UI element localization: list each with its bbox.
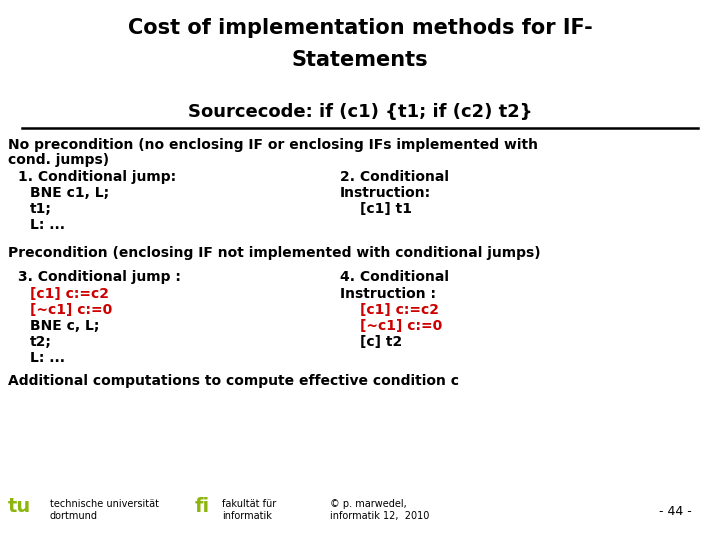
Text: L: ...: L: ... [30,351,65,365]
Text: tu: tu [8,497,31,516]
Text: [c] t2: [c] t2 [360,335,402,349]
Text: [c1] c:=c2: [c1] c:=c2 [30,287,109,301]
Text: BNE c1, L;: BNE c1, L; [30,186,109,200]
Text: informatik 12,  2010: informatik 12, 2010 [330,511,429,521]
Text: 3. Conditional jump :: 3. Conditional jump : [18,270,181,284]
Text: Instruction :: Instruction : [340,287,436,301]
Text: Statements: Statements [292,50,428,70]
Text: - 44 -: - 44 - [659,505,691,518]
Text: Additional computations to compute effective condition c: Additional computations to compute effec… [8,374,459,388]
Text: t1;: t1; [30,202,52,216]
Text: [~c1] c:=0: [~c1] c:=0 [30,303,112,317]
Text: fi: fi [195,497,210,516]
Text: technische universität: technische universität [50,499,159,509]
Text: dortmund: dortmund [50,511,98,521]
Text: 2. Conditional: 2. Conditional [340,170,449,184]
Text: [c1] c:=c2: [c1] c:=c2 [360,303,439,317]
Text: Precondition (enclosing IF not implemented with conditional jumps): Precondition (enclosing IF not implement… [8,246,541,260]
Text: L: ...: L: ... [30,218,65,232]
Text: BNE c, L;: BNE c, L; [30,319,99,333]
Text: fakultät für: fakultät für [222,499,276,509]
Text: No precondition (no enclosing IF or enclosing IFs implemented with: No precondition (no enclosing IF or encl… [8,138,538,152]
Text: 1. Conditional jump:: 1. Conditional jump: [18,170,176,184]
Text: [~c1] c:=0: [~c1] c:=0 [360,319,442,333]
Text: t2;: t2; [30,335,52,349]
Text: 4. Conditional: 4. Conditional [340,270,449,284]
Text: [c1] t1: [c1] t1 [360,202,412,216]
Text: Sourcecode: if (c1) {t1; if (c2) t2}: Sourcecode: if (c1) {t1; if (c2) t2} [188,103,532,121]
Text: © p. marwedel,: © p. marwedel, [330,499,407,509]
Text: Cost of implementation methods for IF-: Cost of implementation methods for IF- [127,18,593,38]
Text: Instruction:: Instruction: [340,186,431,200]
Text: informatik: informatik [222,511,272,521]
Text: cond. jumps): cond. jumps) [8,153,109,167]
